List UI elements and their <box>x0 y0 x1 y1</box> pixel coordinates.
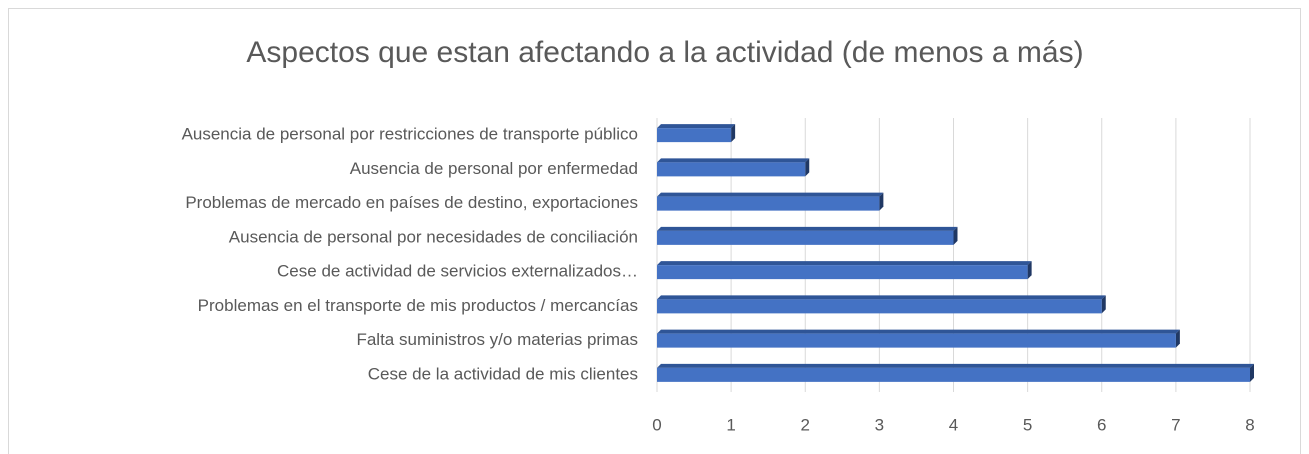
y-tick-label: Ausencia de personal por restricciones d… <box>182 125 638 144</box>
x-tick-label: 4 <box>949 415 958 434</box>
bar-top <box>657 124 736 129</box>
bar-side <box>1101 295 1106 314</box>
x-tick-label: 5 <box>1023 415 1032 434</box>
bar <box>657 162 806 177</box>
chart-title: Aspectos que estan afectando a la activi… <box>246 36 1083 69</box>
bar-top <box>657 329 1180 334</box>
bar-top <box>657 158 810 163</box>
x-tick-label: 7 <box>1171 415 1180 434</box>
bar-top <box>657 192 884 197</box>
bar <box>657 196 880 211</box>
bar-top <box>657 226 958 231</box>
bar-top <box>657 363 1254 368</box>
x-tick-label: 2 <box>801 415 810 434</box>
y-tick-label: Ausencia de personal por enfermedad <box>350 159 638 178</box>
x-tick-label: 6 <box>1097 415 1106 434</box>
bar <box>657 128 732 143</box>
bar <box>657 265 1028 280</box>
bar-side <box>1175 329 1180 348</box>
bar <box>657 367 1250 382</box>
x-tick-label: 8 <box>1245 415 1254 434</box>
y-tick-label: Problemas de mercado en países de destin… <box>185 193 638 212</box>
bar-side <box>879 192 884 211</box>
x-tick-label: 1 <box>726 415 735 434</box>
bar-side <box>1027 261 1032 280</box>
bar <box>657 333 1176 348</box>
x-tick-label: 0 <box>652 415 661 434</box>
y-tick-label: Problemas en el transporte de mis produc… <box>198 296 638 315</box>
y-tick-label: Falta suministros y/o materias primas <box>356 330 638 349</box>
x-tick-label: 3 <box>875 415 884 434</box>
bar-top <box>657 295 1106 300</box>
bar-side <box>953 226 958 245</box>
y-tick-label: Cese de actividad de servicios externali… <box>277 262 638 281</box>
y-tick-label: Cese de la actividad de mis clientes <box>368 364 638 383</box>
bar-side <box>1250 363 1254 382</box>
chart-frame <box>8 8 1301 454</box>
bar <box>657 299 1102 314</box>
y-tick-label: Ausencia de personal por necesidades de … <box>229 227 638 246</box>
bar-top <box>657 261 1032 266</box>
bar-side <box>731 124 736 143</box>
bar-side <box>805 158 810 177</box>
bar <box>657 230 954 245</box>
